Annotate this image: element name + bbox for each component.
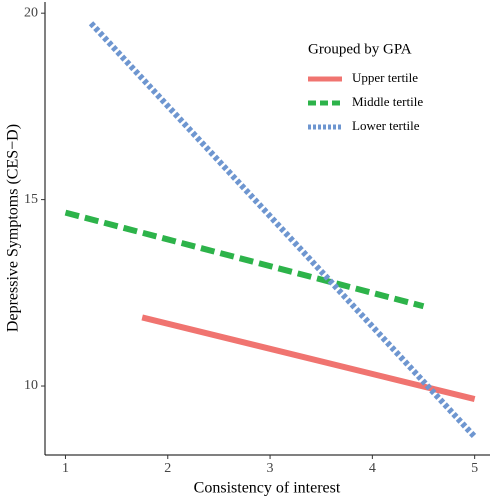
x-tick-label: 5 — [471, 461, 478, 476]
legend-label: Upper tertile — [352, 70, 418, 85]
legend-label: Middle tertile — [352, 94, 423, 109]
y-tick-label: 15 — [24, 192, 38, 207]
x-tick-label: 4 — [369, 461, 376, 476]
legend-title: Grouped by GPA — [308, 41, 412, 57]
x-tick-label: 3 — [267, 461, 274, 476]
legend-label: Lower tertile — [352, 118, 420, 133]
y-axis-title: Depressive Symptoms (CES−D) — [5, 124, 22, 332]
series-line — [141, 314, 476, 402]
x-axis-title: Consistency of interest — [194, 480, 341, 497]
x-tick-label: 2 — [164, 461, 171, 476]
y-tick-label: 20 — [24, 5, 38, 20]
series-line — [88, 21, 477, 439]
x-tick-label: 1 — [62, 461, 69, 476]
series-line — [64, 209, 425, 310]
y-tick-label: 10 — [24, 378, 38, 393]
